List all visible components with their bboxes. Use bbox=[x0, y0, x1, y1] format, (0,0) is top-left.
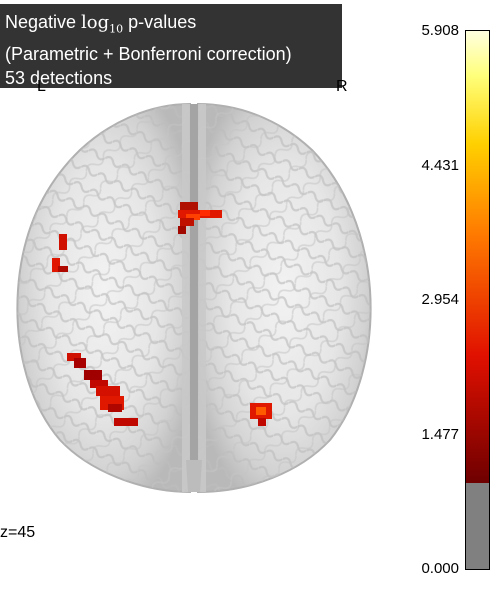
title-line-1: Negative log10 p-values bbox=[5, 10, 342, 42]
colorbar-tick-label: 2.954 bbox=[421, 291, 459, 308]
colorbar-tick-label: 4.431 bbox=[421, 156, 459, 174]
colorbar-below-threshold bbox=[466, 483, 489, 569]
colorbar-gradient bbox=[466, 31, 489, 483]
slice-coordinate-label: z=45 bbox=[0, 524, 36, 541]
colorbar bbox=[465, 30, 490, 570]
figure-title: Negative log10 p-values (Parametric + Bo… bbox=[0, 4, 342, 88]
brain-anatomy bbox=[16, 102, 372, 494]
title-line-2: (Parametric + Bonferroni correction) bbox=[5, 43, 292, 64]
colorbar-tick-label: 1.477 bbox=[421, 425, 459, 443]
colorbar-tick-label: 5.908 bbox=[421, 22, 459, 39]
title-log-base: 10 bbox=[109, 22, 124, 36]
orientation-right-label: R bbox=[336, 78, 348, 95]
activation-cluster-left-lateral bbox=[52, 234, 68, 272]
title-log-symbol: log bbox=[81, 12, 110, 33]
activation-cluster-right-parietal bbox=[250, 403, 272, 426]
activation-cluster-left-parietal bbox=[67, 353, 138, 426]
title-prefix: Negative bbox=[5, 12, 82, 32]
colorbar-tick-label: 0.000 bbox=[421, 560, 459, 577]
orientation-left-label: L bbox=[37, 78, 46, 95]
title-line-3: 53 detections bbox=[5, 67, 113, 88]
activation-cluster-frontal bbox=[178, 202, 222, 234]
title-suffix: p-values bbox=[123, 12, 197, 32]
